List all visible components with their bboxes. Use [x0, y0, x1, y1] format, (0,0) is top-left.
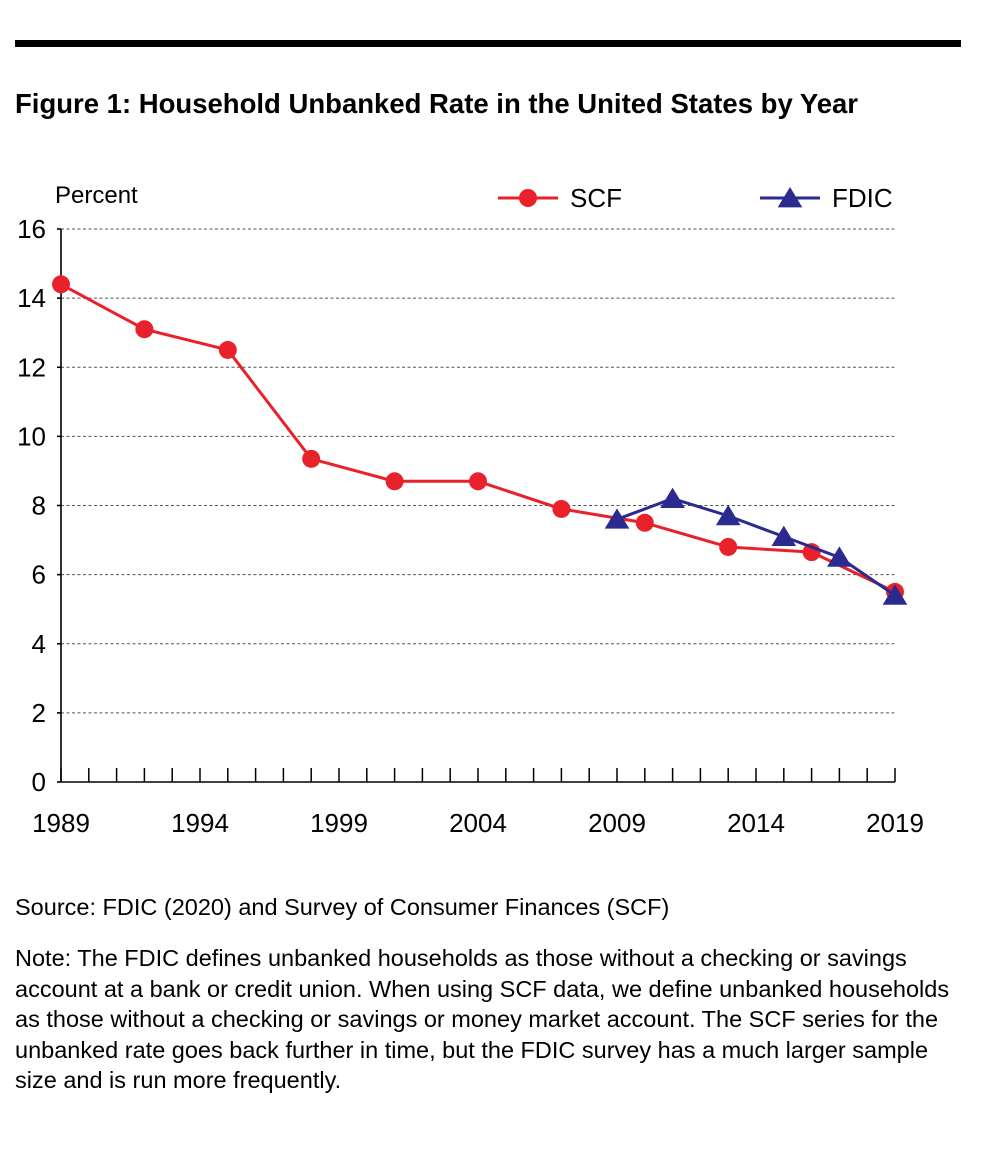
fdic-point: [827, 546, 852, 567]
scf-point: [552, 499, 571, 518]
scf-line: [60, 282, 896, 594]
y-tick-label: 16: [17, 214, 46, 244]
footnote: Note: The FDIC defines unbanked househol…: [15, 945, 950, 1093]
x-tick-label: 1989: [32, 808, 90, 838]
scf-point: [218, 340, 237, 359]
figure-title: Figure 1: Household Unbanked Rate in the…: [15, 88, 858, 119]
scf-point: [635, 513, 654, 532]
x-tick-label: 1994: [171, 808, 229, 838]
scf-point: [385, 472, 404, 491]
y-tick-label: 0: [32, 767, 46, 797]
fdic-point: [715, 504, 741, 526]
legend-label-fdic: FDIC: [832, 183, 893, 213]
x-tick-label: 1999: [310, 808, 368, 838]
line-chart: 0 2 4 6 8 10 12 14 16 1989 1994 1999 2004 2009 2014 201…: [17, 182, 924, 838]
x-tick-label: 2014: [727, 808, 785, 838]
top-rule: [15, 40, 961, 47]
scf-point: [52, 275, 70, 294]
fdic-point: [604, 508, 630, 529]
fdic-point: [660, 487, 685, 508]
legend-marker-scf: [519, 189, 537, 207]
legend: SCF FDIC: [498, 183, 893, 213]
scf-point: [135, 320, 154, 339]
x-tick-label: 2004: [449, 808, 507, 838]
legend-marker-fdic: [777, 187, 803, 208]
scf-point: [302, 449, 321, 468]
gridlines: [61, 228, 895, 714]
legend-label-scf: SCF: [570, 183, 622, 213]
axes: 0 2 4 6 8 10 12 14 16 1989 1994 1999 2004 2009 2014 201…: [17, 214, 924, 838]
y-tick-label: 8: [32, 491, 46, 521]
y-axis-label: Percent: [55, 182, 138, 209]
y-tick-label: 4: [32, 629, 46, 659]
x-tick-label: 2009: [588, 808, 646, 838]
y-tick-label: 10: [17, 421, 46, 451]
fdic-point: [771, 525, 797, 546]
y-tick-label: 2: [32, 698, 46, 728]
series-layer: [52, 275, 908, 605]
x-tick-label: 2019: [866, 808, 924, 838]
scf-point: [719, 537, 738, 556]
fdic-point: [882, 584, 908, 605]
y-tick-label: 12: [17, 352, 46, 382]
scf-point: [469, 472, 487, 491]
y-tick-label: 14: [17, 283, 46, 313]
fdic-line: [616, 497, 896, 597]
y-tick-label: 6: [32, 560, 46, 590]
source-note: Source: FDIC (2020) and Survey of Consum…: [15, 894, 670, 920]
